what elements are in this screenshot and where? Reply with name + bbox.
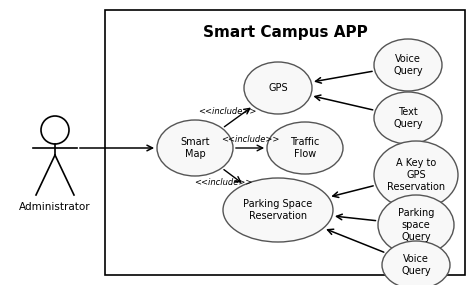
Text: Text
Query: Text Query [393,107,423,129]
Ellipse shape [382,241,450,285]
Text: <<include>>: <<include>> [194,178,252,187]
Text: Parking Space
Reservation: Parking Space Reservation [243,199,313,221]
Text: Traffic
Flow: Traffic Flow [290,137,319,159]
Text: Smart Campus APP: Smart Campus APP [202,25,367,40]
Text: <<include>>: <<include>> [221,135,279,144]
Ellipse shape [378,195,454,255]
Text: Voice
Query: Voice Query [401,254,431,276]
Ellipse shape [267,122,343,174]
Ellipse shape [244,62,312,114]
Text: Voice
Query: Voice Query [393,54,423,76]
Text: Administrator: Administrator [19,202,91,212]
Ellipse shape [374,39,442,91]
Text: Parking
space
Query: Parking space Query [398,208,434,242]
Ellipse shape [374,92,442,144]
Text: <<include>>: <<include>> [199,107,257,116]
Text: A Key to
GPS
Reservation: A Key to GPS Reservation [387,158,445,192]
Text: GPS: GPS [268,83,288,93]
Ellipse shape [223,178,333,242]
Bar [105,10,465,275]
Ellipse shape [374,141,458,209]
Ellipse shape [157,120,233,176]
Text: Smart
Map: Smart Map [180,137,210,159]
